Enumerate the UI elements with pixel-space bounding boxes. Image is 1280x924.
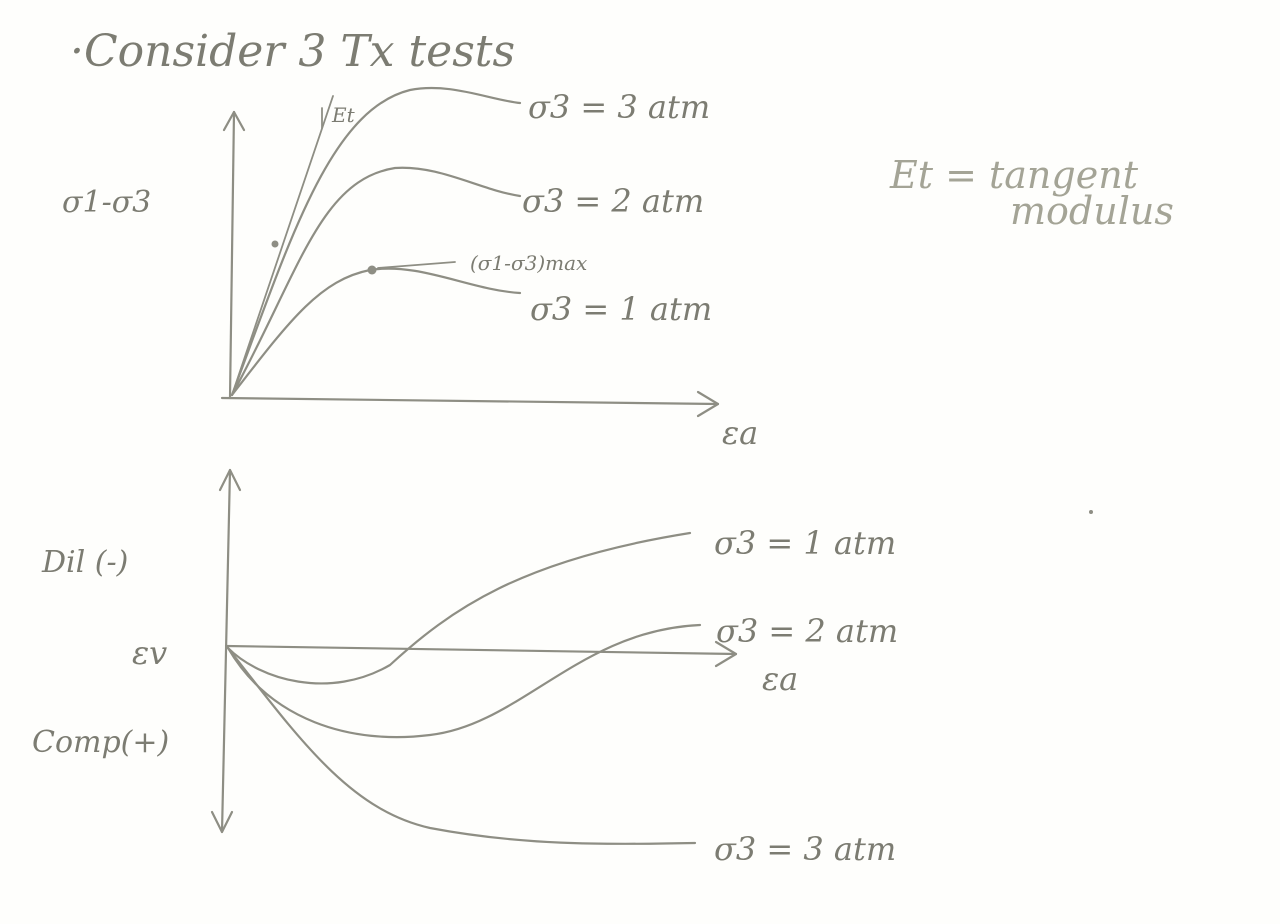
- curve-label-1atm: σ3 = 1 atm: [530, 290, 712, 328]
- bottom-plot: Dil (-) εv Comp(+) εa σ3 = 1 atm σ3 = 2 …: [32, 468, 898, 868]
- curve-label-2atm: σ3 = 2 atm: [522, 182, 704, 220]
- bottom-y-axis-arrowhead-up: [218, 468, 242, 492]
- curve-sigma3-1atm: [230, 267, 522, 397]
- peak-leader-line: [377, 261, 456, 269]
- bottom-curve-label-1atm: σ3 = 1 atm: [714, 524, 896, 562]
- bottom-x-axis-arrowhead: [714, 640, 738, 668]
- top-y-axis: [228, 110, 236, 400]
- note-line-1: Et = tangent: [889, 153, 1139, 197]
- note-line-2: modulus: [1010, 189, 1174, 233]
- tangent-modulus-note: Et = tangent modulus: [889, 153, 1174, 233]
- curve-sigma3-3atm: [230, 86, 522, 397]
- bottom-x-axis-label: εa: [762, 660, 798, 698]
- peak-point: [367, 265, 377, 275]
- top-plot: σ1-σ3 εa Et (σ1-σ3)max σ3 = 3 atm σ3 = 2…: [62, 86, 758, 452]
- top-y-axis-label: σ1-σ3: [62, 185, 151, 220]
- tangent-point: [271, 240, 279, 248]
- bottom-y-axis-arrowhead-down: [210, 810, 234, 834]
- top-x-axis: [220, 396, 720, 406]
- tangent-label: Et: [331, 103, 356, 127]
- curve-sigma3-2atm: [230, 166, 522, 397]
- bottom-curve-label-3atm: σ3 = 3 atm: [714, 830, 896, 868]
- top-x-axis-arrowhead: [696, 390, 720, 418]
- curve-dil-sigma3-2atm: [226, 623, 702, 739]
- peak-label: (σ1-σ3)max: [470, 251, 587, 275]
- bottom-y-label-volumetric: εv: [132, 634, 167, 672]
- top-y-axis-arrowhead: [222, 110, 246, 132]
- bottom-y-label-dilation: Dil (-): [41, 545, 128, 580]
- tangent-line: [231, 95, 334, 396]
- bottom-y-axis: [220, 468, 232, 834]
- bottom-x-axis: [224, 644, 738, 656]
- top-x-axis-label: εa: [722, 414, 758, 452]
- curve-label-3atm: σ3 = 3 atm: [528, 88, 710, 126]
- diagram-title: ·Consider 3 Tx tests: [70, 26, 515, 77]
- stray-dot: [1089, 510, 1093, 514]
- curve-dil-sigma3-3atm: [226, 646, 697, 845]
- curve-dil-sigma3-1atm: [226, 531, 692, 685]
- bottom-y-label-compression: Comp(+): [32, 725, 169, 760]
- bottom-curve-label-2atm: σ3 = 2 atm: [716, 612, 898, 650]
